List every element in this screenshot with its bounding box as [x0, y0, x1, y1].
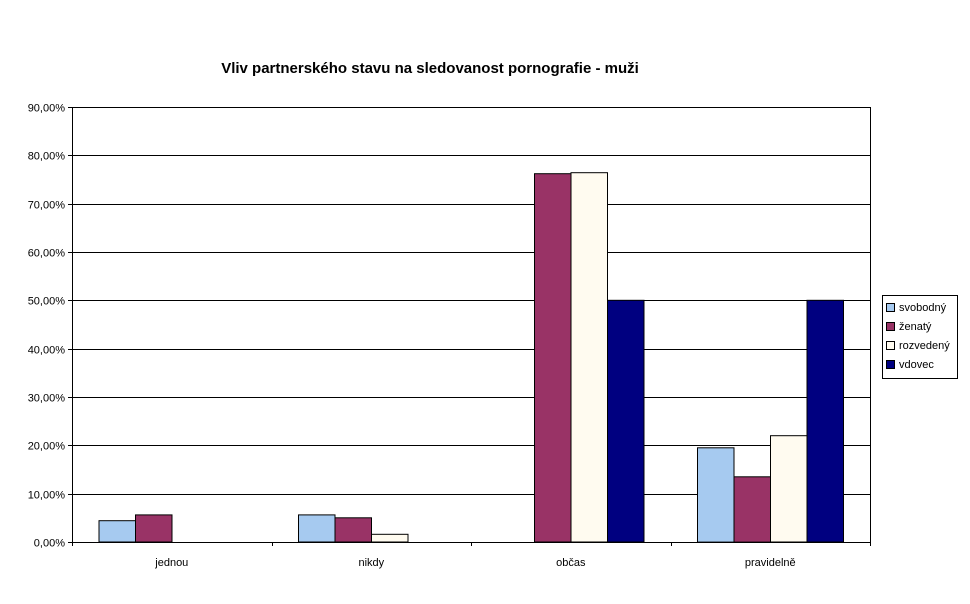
bar-ženatý-jednou — [135, 514, 173, 543]
y-tick-label: 0,00% — [34, 538, 65, 550]
x-tick-labels: jednou nikdy občas pravidelně — [154, 557, 795, 569]
x-tick-label: nikdy — [358, 557, 384, 569]
y-tick-label: 50,00% — [28, 296, 66, 308]
x-tick-label: jednou — [154, 557, 188, 569]
x-tick-label: občas — [556, 557, 586, 569]
bars — [98, 172, 844, 543]
y-tick-label: 20,00% — [28, 441, 66, 453]
y-tick-label: 70,00% — [28, 200, 66, 212]
bar-vdovec-občas — [607, 299, 645, 543]
y-tick-label: 80,00% — [28, 151, 66, 163]
legend-swatch — [886, 303, 895, 312]
bar-svobodný-pravidelně — [697, 447, 735, 543]
legend-swatch — [886, 322, 895, 331]
bar-ženatý-občas — [534, 173, 572, 543]
bar-ženatý-nikdy — [334, 517, 372, 543]
legend-item: svobodný — [886, 298, 957, 317]
legend-label: svobodný — [899, 301, 947, 314]
legend: svobodný ženatý rozvedený vdovec — [882, 295, 958, 379]
y-tick-label: 60,00% — [28, 248, 66, 260]
legend-label: rozvedený — [899, 339, 950, 352]
legend-label: vdovec — [899, 358, 934, 371]
legend-item: vdovec — [886, 355, 957, 374]
y-tick-labels: 0,00% 10,00% 20,00% 30,00% 40,00% 50,00% 60,00… — [28, 103, 66, 550]
axes — [68, 107, 871, 546]
y-tick-label: 90,00% — [28, 103, 66, 115]
legend-swatch — [886, 341, 895, 350]
x-tick-label: pravidelně — [745, 557, 796, 569]
bar-rozvedený-občas — [570, 172, 608, 543]
y-tick-label: 10,00% — [28, 490, 66, 502]
bar-svobodný-jednou — [98, 520, 136, 543]
bar-rozvedený-pravidelně — [770, 435, 808, 543]
legend-swatch — [886, 360, 895, 369]
y-tick-label: 30,00% — [28, 393, 66, 405]
bar-vdovec-pravidelně — [806, 299, 844, 543]
bar-ženatý-pravidelně — [733, 476, 771, 543]
chart-title: Vliv partnerského stavu na sledovanost p… — [221, 60, 639, 77]
y-tick-label: 40,00% — [28, 345, 66, 357]
bar-svobodný-nikdy — [298, 514, 336, 543]
legend-item: ženatý — [886, 317, 957, 336]
bar-rozvedený-nikdy — [371, 533, 409, 543]
legend-item: rozvedený — [886, 336, 957, 355]
gridlines — [72, 107, 870, 495]
legend-label: ženatý — [899, 320, 932, 333]
